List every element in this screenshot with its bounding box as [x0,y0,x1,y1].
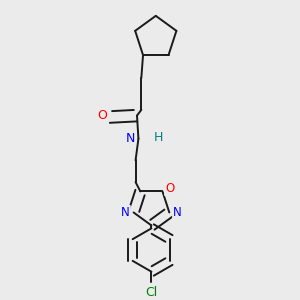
Text: N: N [173,206,182,219]
Text: N: N [121,206,130,219]
Text: O: O [98,109,107,122]
Text: N: N [126,132,135,145]
Text: Cl: Cl [145,286,158,299]
Text: H: H [154,131,164,144]
Text: O: O [165,182,174,195]
